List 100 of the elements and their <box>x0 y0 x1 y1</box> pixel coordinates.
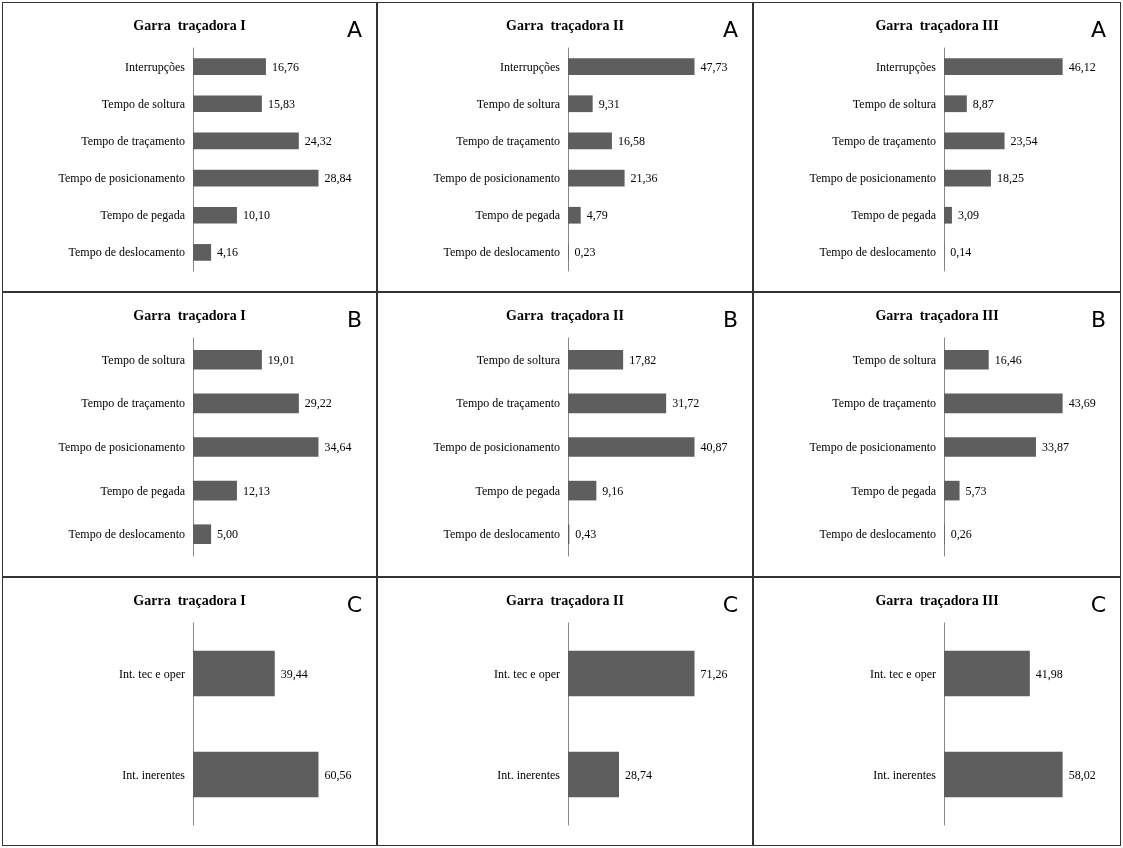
y-tick-label: Tempo de pegada <box>475 483 561 498</box>
bar <box>944 132 1005 150</box>
data-label: 47,73 <box>700 59 728 74</box>
chart-title: Garra traçadora I <box>133 592 246 608</box>
data-label: 16,76 <box>271 59 299 74</box>
text: A <box>346 17 362 42</box>
data-label: 8,87 <box>972 96 994 111</box>
y-tick-label: Tempo de deslocamento <box>819 245 936 260</box>
data-label: 28,84 <box>324 171 352 186</box>
data-label: 39,44 <box>280 666 308 681</box>
y-tick-label: Int. tec e oper <box>119 666 185 681</box>
data-label: 40,87 <box>700 440 728 454</box>
y-tick-label: Tempo de traçamento <box>832 133 936 148</box>
y-tick-label: Tempo de deslocamento <box>443 527 560 542</box>
text: C <box>346 592 362 617</box>
bar <box>568 58 695 75</box>
data-label: 24,32 <box>304 133 332 148</box>
bar <box>193 393 299 414</box>
data-label: 28,74 <box>625 767 653 782</box>
y-tick-label: Tempo de traçamento <box>456 396 560 411</box>
data-label: 17,82 <box>629 352 657 367</box>
y-tick-label: Interrupções <box>500 59 561 74</box>
data-label: 4,16 <box>217 245 239 260</box>
y-tick-label: Tempo de deslocamento <box>443 245 560 260</box>
bar <box>193 524 212 545</box>
data-label: 0,14 <box>950 245 972 260</box>
bar <box>944 95 967 113</box>
y-tick-label: Interrupções <box>125 59 186 74</box>
chart-title: Garra traçadora II <box>506 17 624 33</box>
text: A <box>1090 17 1106 42</box>
data-label: 46,12 <box>1068 59 1096 74</box>
bar <box>944 58 1063 75</box>
bar <box>944 169 991 187</box>
text: B <box>722 307 738 332</box>
chart-title: Garra traçadora I <box>133 17 246 33</box>
y-tick-label: Tempo de posicionamento <box>809 440 936 454</box>
data-label: 41,98 <box>1035 666 1063 681</box>
bar <box>568 349 624 370</box>
data-label: 4,79 <box>586 208 608 223</box>
data-label: 16,58 <box>617 133 645 148</box>
text: C <box>1090 592 1106 617</box>
y-tick-label: Tempo de soltura <box>476 352 561 367</box>
y-tick-label: Tempo de soltura <box>101 352 186 367</box>
data-label: 43,69 <box>1068 396 1096 411</box>
text: A <box>722 17 738 42</box>
data-label: 31,72 <box>672 396 700 411</box>
data-label: 29,22 <box>304 396 332 411</box>
y-tick-label: Tempo de pegada <box>100 483 186 498</box>
bar <box>193 349 262 370</box>
y-tick-label: Tempo de pegada <box>475 208 561 223</box>
y-tick-label: Tempo de deslocamento <box>68 245 185 260</box>
text: B <box>346 307 362 332</box>
data-label: 12,13 <box>242 483 270 498</box>
data-label: 60,56 <box>324 767 352 782</box>
data-label: 23,54 <box>1010 133 1038 148</box>
bar <box>568 480 597 501</box>
data-label: 10,10 <box>242 208 270 223</box>
data-label: 5,73 <box>965 483 987 498</box>
bar <box>193 206 237 224</box>
data-label: 9,16 <box>602 483 624 498</box>
y-tick-label: Int. inerentes <box>873 767 937 782</box>
bar <box>944 393 1063 414</box>
data-label: 21,36 <box>630 171 658 186</box>
text: B <box>1090 307 1106 332</box>
bar <box>944 437 1036 457</box>
bar <box>193 244 212 261</box>
bar <box>568 437 695 457</box>
y-tick-label: Tempo de posicionamento <box>433 440 560 454</box>
data-label: 18,25 <box>996 171 1024 186</box>
bar <box>568 206 581 224</box>
data-label: 16,46 <box>994 352 1022 367</box>
bar <box>568 95 593 113</box>
chart-title: Garra traçadora II <box>506 592 624 608</box>
y-tick-label: Int. inerentes <box>497 767 561 782</box>
y-tick-label: Interrupções <box>876 59 937 74</box>
data-label: 9,31 <box>598 96 620 111</box>
y-tick-label: Tempo de deslocamento <box>819 527 936 542</box>
bar <box>193 132 299 150</box>
y-tick-label: Tempo de soltura <box>476 96 561 111</box>
y-tick-label: Tempo de traçamento <box>81 396 185 411</box>
data-label: 3,09 <box>957 208 979 223</box>
data-label: 58,02 <box>1068 767 1096 782</box>
chart-title: Garra traçadora III <box>875 17 999 33</box>
chart-title: Garra traçadora III <box>875 592 999 608</box>
y-tick-label: Tempo de posicionamento <box>58 171 185 186</box>
bar <box>193 437 319 457</box>
data-label: 0,23 <box>574 245 596 260</box>
y-tick-label: Tempo de soltura <box>852 352 937 367</box>
text: C <box>722 592 738 617</box>
chart-title: Garra traçadora II <box>506 307 624 323</box>
y-tick-label: Tempo de soltura <box>852 96 937 111</box>
data-label: 34,64 <box>324 440 352 454</box>
y-tick-label: Tempo de soltura <box>101 96 186 111</box>
y-tick-label: Int. tec e oper <box>494 666 560 681</box>
bar <box>944 349 989 370</box>
data-label: 15,83 <box>267 96 295 111</box>
y-tick-label: Tempo de traçamento <box>832 396 936 411</box>
y-tick-label: Tempo de posicionamento <box>809 171 936 186</box>
y-tick-label: Tempo de pegada <box>851 483 937 498</box>
bar <box>568 393 667 414</box>
